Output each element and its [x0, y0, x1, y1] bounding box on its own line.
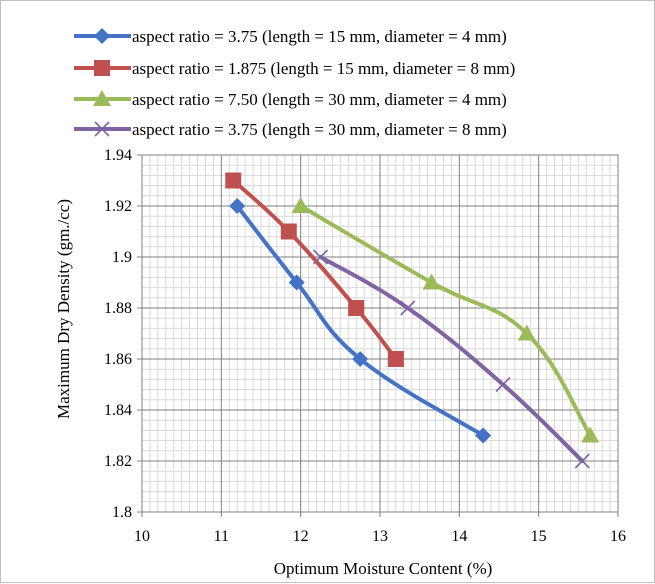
legend-entry-3: aspect ratio = 7.50 (length = 30 mm, dia… — [74, 90, 507, 109]
tick-labels: 10 11 12 13 14 15 16 1.8 1.82 1.84 1.86 1.88 1.9 1.92… — [104, 147, 626, 545]
data-point — [280, 223, 297, 240]
y-tick-label: 1.86 — [104, 351, 132, 368]
series-2 — [225, 172, 404, 367]
data-point — [387, 351, 404, 367]
legend-label: aspect ratio = 1.875 (length = 15 mm, di… — [132, 59, 515, 78]
series-line — [318, 255, 585, 463]
data-point — [352, 351, 369, 367]
legend-marker — [94, 28, 110, 44]
y-axis-label: Maximum Dry Density (gm./cc) — [54, 199, 73, 419]
data-point — [400, 300, 416, 316]
legend-marker — [94, 121, 110, 137]
y-tick-label: 1.88 — [104, 300, 132, 317]
x-tick-label: 12 — [293, 528, 309, 545]
legend: aspect ratio = 3.75 (length = 15 mm, dia… — [74, 27, 515, 139]
x-tick-label: 16 — [610, 528, 626, 545]
data-point — [291, 197, 310, 213]
legend-marker — [94, 60, 110, 76]
x-tick-label: 15 — [531, 528, 547, 545]
legend-entry-1: aspect ratio = 3.75 (length = 15 mm, dia… — [74, 27, 507, 46]
series-layer — [225, 172, 600, 469]
y-tick-label: 1.84 — [104, 402, 132, 419]
x-tick-label: 14 — [451, 528, 467, 545]
series-3 — [291, 197, 600, 443]
axes — [137, 154, 619, 517]
data-point — [422, 273, 441, 290]
x-tick-label: 11 — [214, 528, 229, 545]
series-4 — [312, 249, 590, 469]
y-tick-label: 1.92 — [104, 198, 132, 215]
data-point — [475, 427, 492, 444]
series-1 — [229, 198, 492, 444]
data-point — [288, 274, 305, 291]
series-line — [231, 178, 398, 361]
data-point — [495, 376, 511, 393]
legend-entry-4: aspect ratio = 3.75 (length = 30 mm, dia… — [74, 120, 507, 139]
major-gridlines — [142, 155, 618, 512]
y-tick-label: 1.94 — [104, 147, 132, 164]
x-tick-label: 13 — [372, 528, 388, 545]
legend-label: aspect ratio = 3.75 (length = 15 mm, dia… — [132, 27, 507, 46]
series-line — [298, 204, 593, 438]
data-point — [574, 453, 590, 469]
data-point — [225, 172, 242, 189]
data-point — [517, 324, 536, 341]
series-line — [235, 204, 486, 438]
x-tick-label: 10 — [134, 528, 150, 545]
data-point — [581, 426, 600, 443]
data-point — [348, 300, 365, 316]
data-point — [229, 198, 246, 214]
y-tick-label: 1.8 — [112, 504, 132, 521]
y-tick-label: 1.82 — [104, 453, 132, 470]
legend-entry-2: aspect ratio = 1.875 (length = 15 mm, di… — [74, 59, 515, 78]
legend-label: aspect ratio = 3.75 (length = 30 mm, dia… — [132, 120, 507, 139]
legend-label: aspect ratio = 7.50 (length = 30 mm, dia… — [132, 90, 507, 109]
data-point — [312, 249, 329, 265]
x-axis-label: Optimum Moisture Content (%) — [274, 559, 493, 578]
legend-marker — [93, 90, 111, 106]
y-tick-label: 1.9 — [112, 249, 132, 266]
